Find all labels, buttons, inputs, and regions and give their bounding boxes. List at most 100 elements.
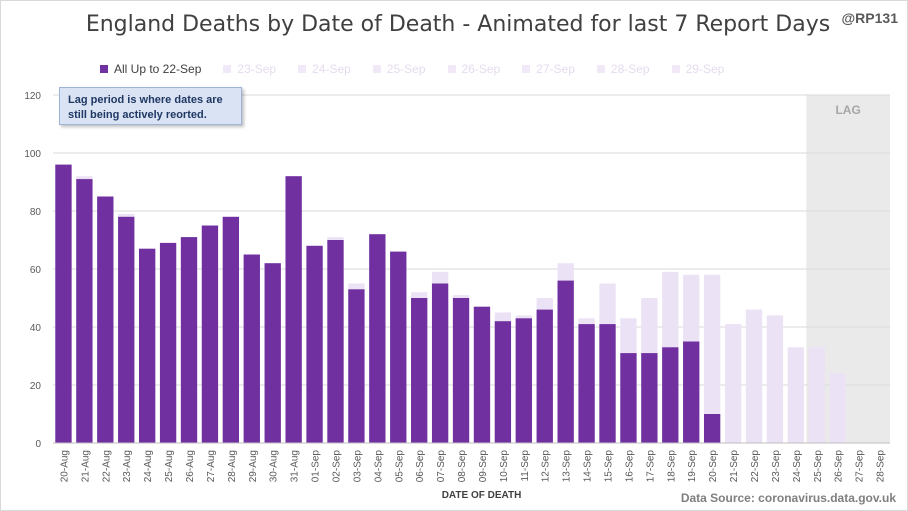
data-source: Data Source: coronavirus.data.gov.uk xyxy=(680,491,896,505)
chart-title: England Deaths by Date of Death - Animat… xyxy=(85,12,831,37)
x-tick-label: 07-Sep xyxy=(436,450,447,483)
legend-item: 24-Sep xyxy=(298,62,351,76)
bar-up-to-22-sep xyxy=(411,298,428,443)
legend-item: All Up to 22-Sep xyxy=(100,62,201,76)
legend-item: 26-Sep xyxy=(447,62,501,76)
bar-up-to-22-sep xyxy=(201,225,219,443)
x-tick-label: 25-Sep xyxy=(813,450,824,483)
y-tick-label: 80 xyxy=(30,207,42,218)
x-tick-label: 28-Aug xyxy=(227,450,238,482)
y-tick-label: 100 xyxy=(24,149,41,160)
bar-up-to-22-sep xyxy=(264,263,281,443)
legend-label: 23-Sep xyxy=(237,62,277,76)
legend-item: 23-Sep xyxy=(223,62,276,76)
bar-up-to-22-sep xyxy=(159,242,177,443)
x-tick-label: 01-Sep xyxy=(311,450,322,483)
legend-swatch xyxy=(100,65,108,73)
bar-up-to-22-sep xyxy=(97,196,114,443)
bar-up-to-22-sep xyxy=(599,324,616,443)
y-tick-label: 60 xyxy=(30,265,42,276)
chart-legend: All Up to 22-Sep 23-Sep 24-Sep 25-Sep 26-Sep… xyxy=(100,61,746,77)
y-tick-label: 0 xyxy=(35,439,41,450)
y-tick-label: 120 xyxy=(24,91,41,102)
bar-up-to-22-sep xyxy=(285,176,302,443)
legend-label: All Up to 22-Sep xyxy=(114,62,202,76)
x-tick-label: 23-Aug xyxy=(122,450,133,482)
bar-later-reports xyxy=(787,347,804,443)
x-tick-label: 29-Aug xyxy=(248,450,259,482)
bar-up-to-22-sep xyxy=(452,298,470,443)
bar-up-to-22-sep xyxy=(222,216,240,443)
legend-item: 28-Sep xyxy=(596,62,650,76)
bar-up-to-22-sep xyxy=(139,248,156,443)
bar-up-to-22-sep xyxy=(641,353,658,443)
bar-up-to-22-sep xyxy=(76,179,93,443)
x-tick-label: 11-Sep xyxy=(520,450,531,482)
x-tick-label: 20-Aug xyxy=(59,450,70,482)
x-tick-label: 23-Sep xyxy=(771,450,782,483)
x-tick-label: 21-Sep xyxy=(729,450,740,483)
legend-item: 25-Sep xyxy=(372,62,426,76)
y-tick-label: 20 xyxy=(30,381,42,392)
bar-up-to-22-sep xyxy=(620,353,637,443)
x-tick-label: 14-Sep xyxy=(583,450,594,483)
bar-up-to-22-sep xyxy=(703,414,721,443)
legend-label: 28-Sep xyxy=(610,62,650,76)
bar-up-to-22-sep xyxy=(243,254,260,443)
bar-up-to-22-sep xyxy=(662,347,679,443)
x-tick-label: 08-Sep xyxy=(457,450,468,483)
x-tick-label: 21-Aug xyxy=(80,450,91,482)
bar-up-to-22-sep xyxy=(369,234,386,443)
x-tick-label: 06-Sep xyxy=(415,450,426,483)
x-tick-label: 26-Aug xyxy=(185,450,196,482)
bar-later-reports xyxy=(829,373,846,443)
legend-swatch xyxy=(298,65,307,73)
x-axis-title: DATE OF DEATH xyxy=(442,490,522,501)
x-tick-label: 12-Sep xyxy=(541,450,552,483)
bar-up-to-22-sep xyxy=(327,240,344,443)
legend-swatch xyxy=(522,65,531,73)
bar-up-to-22-sep xyxy=(348,289,365,443)
legend-label: 27-Sep xyxy=(536,62,575,76)
x-tick-label: 24-Aug xyxy=(143,450,154,482)
legend-label: 26-Sep xyxy=(461,62,501,76)
bar-up-to-22-sep xyxy=(578,324,595,443)
author-handle: @RP131 xyxy=(841,10,898,26)
x-tick-label: 16-Sep xyxy=(624,450,635,483)
legend-swatch xyxy=(372,65,381,73)
x-tick-label: 28-Sep xyxy=(876,450,887,483)
y-tick-label: 40 xyxy=(30,323,42,334)
bar-later-reports xyxy=(766,315,784,443)
x-tick-label: 24-Sep xyxy=(792,450,803,483)
x-tick-label: 27-Aug xyxy=(206,450,217,482)
legend-label: 24-Sep xyxy=(312,62,351,76)
x-tick-label: 22-Sep xyxy=(750,450,761,483)
x-tick-label: 13-Sep xyxy=(562,450,573,483)
bar-up-to-22-sep xyxy=(473,306,491,443)
x-tick-label: 04-Sep xyxy=(373,450,384,483)
bar-up-to-22-sep xyxy=(55,164,72,443)
bar-up-to-22-sep xyxy=(306,245,323,443)
x-tick-label: 18-Sep xyxy=(666,450,677,483)
bar-later-reports xyxy=(724,324,742,443)
x-tick-label: 02-Sep xyxy=(331,450,342,483)
legend-swatch xyxy=(447,65,456,73)
x-tick-label: 19-Sep xyxy=(687,450,698,483)
legend-item: 27-Sep xyxy=(522,62,575,76)
bar-up-to-22-sep xyxy=(118,216,135,443)
x-tick-label: 26-Sep xyxy=(834,450,845,483)
bar-up-to-22-sep xyxy=(390,251,407,443)
legend-swatch xyxy=(223,65,232,73)
bar-up-to-22-sep xyxy=(180,237,198,443)
bar-up-to-22-sep xyxy=(431,283,449,443)
x-tick-label: 15-Sep xyxy=(604,450,615,483)
x-tick-label: 22-Aug xyxy=(101,450,112,482)
bar-up-to-22-sep xyxy=(683,341,700,443)
bar-later-reports xyxy=(703,274,721,443)
bar-up-to-22-sep xyxy=(515,318,532,443)
x-tick-label: 03-Sep xyxy=(352,450,363,483)
bar-up-to-22-sep xyxy=(557,280,574,443)
x-tick-label: 20-Sep xyxy=(708,450,719,483)
lag-label: LAG xyxy=(835,103,860,117)
